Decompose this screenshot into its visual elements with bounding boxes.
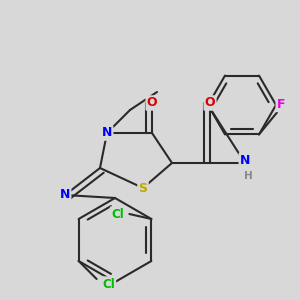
Text: H: H [244, 171, 252, 181]
Text: Cl: Cl [111, 208, 124, 220]
Text: O: O [147, 97, 157, 110]
Text: O: O [205, 97, 215, 110]
Text: N: N [60, 188, 70, 202]
Text: F: F [277, 98, 285, 111]
Text: S: S [139, 182, 148, 194]
Text: N: N [240, 154, 250, 166]
Text: N: N [102, 127, 112, 140]
Text: Cl: Cl [102, 278, 115, 290]
